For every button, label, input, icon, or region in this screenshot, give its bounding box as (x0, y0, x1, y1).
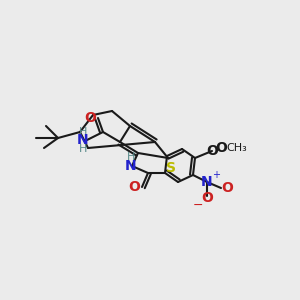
Text: −: − (193, 199, 203, 212)
Text: O: O (84, 111, 96, 125)
Text: O: O (215, 141, 227, 155)
Text: N: N (201, 175, 213, 189)
Text: H: H (127, 152, 135, 162)
Text: H: H (79, 144, 87, 154)
Text: O: O (201, 191, 213, 205)
Text: CH₃: CH₃ (226, 143, 247, 153)
Text: H: H (79, 127, 87, 137)
Text: O: O (221, 181, 233, 195)
Text: O: O (206, 144, 218, 158)
Text: N: N (125, 159, 137, 173)
Text: O: O (128, 180, 140, 194)
Text: N: N (77, 133, 89, 147)
Text: +: + (212, 170, 220, 180)
Text: S: S (166, 161, 176, 175)
